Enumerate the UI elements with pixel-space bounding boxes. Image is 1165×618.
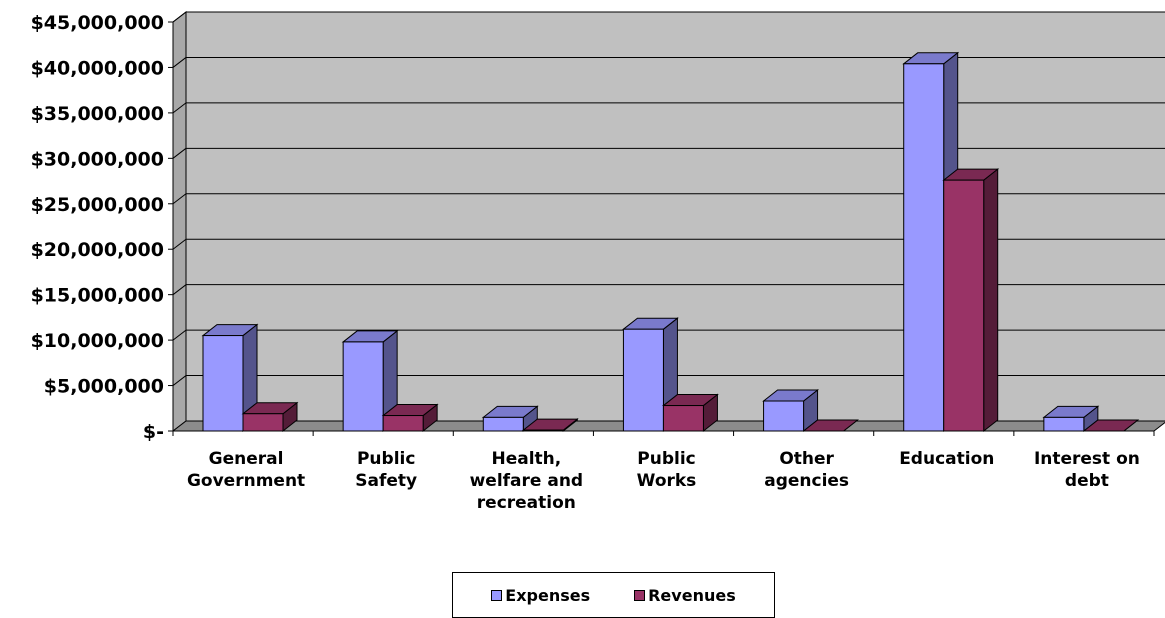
x-tick-label-line: Public <box>357 449 415 469</box>
bar-revenues-3 <box>521 418 579 433</box>
side-wall <box>172 10 187 433</box>
bar-front <box>943 179 985 432</box>
x-tick-label: General Government <box>187 449 305 491</box>
y-tick-label: $10,000,000 <box>31 330 164 352</box>
x-tick-label: Interest on debt <box>1034 449 1140 491</box>
y-tick-label: $35,000,000 <box>31 103 164 125</box>
legend-label-revenues: Revenues <box>648 585 736 605</box>
x-tick-label-line: agencies <box>764 471 849 491</box>
bar-expenses-1 <box>201 323 259 433</box>
x-tick-label: Other agencies <box>764 449 849 491</box>
x-tick-label-line: Public <box>637 449 695 469</box>
bar-revenues-4 <box>661 393 719 433</box>
bar-expenses-2 <box>341 329 399 433</box>
gridline-side <box>172 375 187 386</box>
bar-revenues-6 <box>942 168 1000 433</box>
gridline-side <box>172 11 187 23</box>
y-tick-label: $45,000,000 <box>31 12 164 34</box>
y-tick-label: $15,000,000 <box>31 285 164 307</box>
bar-front <box>522 429 564 432</box>
legend-item-revenues: Revenues <box>634 586 736 605</box>
bar-front <box>342 341 384 432</box>
bar-expenses-5 <box>762 388 820 433</box>
x-tick-label: Education <box>899 449 994 469</box>
y-tick-label: $20,000,000 <box>31 239 164 261</box>
x-tick-label: Health, welfare and recreation <box>470 449 584 513</box>
gridline-side <box>172 284 187 296</box>
y-tick-label: $5,000,000 <box>44 376 164 398</box>
bar-revenues-5 <box>802 419 860 432</box>
y-tick-label: $- <box>143 421 164 443</box>
y-tick-label: $30,000,000 <box>31 148 164 170</box>
bar-expenses-7 <box>1042 405 1100 433</box>
gridline-side <box>172 193 187 205</box>
x-tick-label-line: recreation <box>477 493 576 513</box>
gridline-side <box>172 329 187 341</box>
y-axis-ticks: $- $5,000,000 $10,000,000 $15,000,000 $20,00… <box>31 12 173 443</box>
x-tick-label: Public Safety <box>355 449 417 491</box>
legend-item-expenses: Expenses <box>491 586 590 605</box>
bar-top <box>1082 419 1140 432</box>
gridline-side <box>172 238 187 250</box>
x-tick-label-line: welfare and <box>470 471 584 491</box>
gridline-side <box>172 57 187 68</box>
bar-expenses-3 <box>481 405 539 433</box>
legend-swatch-expenses <box>491 589 503 601</box>
bars <box>172 51 1155 436</box>
x-tick-label-line: Works <box>637 471 697 491</box>
bar-front <box>242 413 284 432</box>
legend: Expenses Revenues <box>452 572 775 618</box>
gridline-side <box>172 147 187 159</box>
bar-revenues-1 <box>241 401 299 433</box>
legend-swatch-revenues <box>634 589 646 601</box>
x-tick-label-line: General <box>209 449 284 469</box>
bar-front <box>482 416 524 432</box>
x-tick-label-line: debt <box>1065 471 1109 491</box>
bar-front <box>1043 416 1085 432</box>
bar-front <box>763 400 805 432</box>
x-tick-label-line: Other <box>779 449 834 469</box>
x-tick-label-line: Health, <box>491 449 561 469</box>
bar-side <box>983 168 999 433</box>
x-tick-label-line: Safety <box>355 471 417 491</box>
bar-front <box>903 63 945 432</box>
gridline-side <box>172 102 187 114</box>
x-tick-label-line: Interest on <box>1034 449 1140 469</box>
x-tick-label-line: Government <box>187 471 305 491</box>
bar-revenues-2 <box>381 403 439 433</box>
x-tick-label-line: Education <box>899 449 994 469</box>
y-tick-label: $25,000,000 <box>31 194 164 216</box>
bar-front <box>622 328 664 432</box>
bar-front <box>382 415 424 432</box>
y-tick-label: $40,000,000 <box>31 57 164 79</box>
bar-front <box>202 335 244 432</box>
bar-front <box>662 405 704 432</box>
legend-label-expenses: Expenses <box>505 585 591 605</box>
x-tick-label: Public Works <box>637 449 697 491</box>
bar-revenues-7 <box>1082 419 1140 432</box>
bar-top <box>802 419 860 432</box>
